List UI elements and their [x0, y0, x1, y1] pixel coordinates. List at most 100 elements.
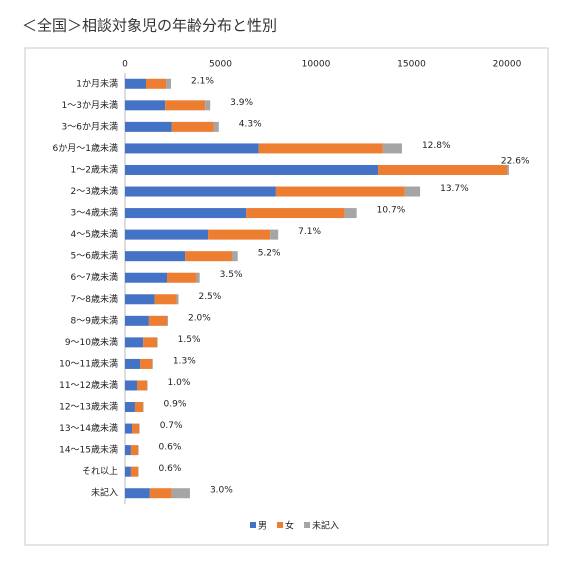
share-label: 4.3%	[239, 119, 262, 129]
bar-segment	[157, 337, 158, 348]
bar-segment	[130, 445, 138, 456]
legend-label: 女	[285, 520, 294, 532]
x-tick-label: 0	[122, 60, 128, 70]
share-label: 2.5%	[198, 292, 221, 302]
bar-segment	[125, 121, 172, 132]
bar-segment	[154, 294, 177, 305]
legend-swatch	[250, 522, 256, 528]
x-tick-label: 10000	[302, 60, 331, 70]
y-tick-label: 未記入	[91, 487, 118, 499]
y-tick-label: 1～3か月未満	[62, 99, 118, 111]
bar-segment	[167, 315, 168, 326]
legend-swatch	[277, 522, 284, 528]
y-tick-label: それ以上	[82, 466, 118, 477]
share-label: 0.7%	[160, 421, 183, 431]
share-label: 10.7%	[377, 206, 406, 216]
y-tick-label: 8～9歳未満	[71, 314, 118, 326]
share-label: 1.5%	[178, 335, 201, 345]
x-tick-label: 5000	[209, 60, 232, 70]
bar-segment	[171, 121, 214, 132]
y-tick-label: 2～3歳未満	[71, 185, 118, 197]
bar-segment	[149, 488, 172, 499]
share-label: 2.0%	[188, 313, 211, 323]
x-tick-label: 20000	[493, 60, 522, 70]
bar-segment	[208, 229, 271, 240]
bar-segment	[125, 164, 379, 175]
share-label: 3.0%	[210, 486, 233, 496]
share-label: 13.7%	[440, 184, 469, 194]
bar-segment	[132, 423, 140, 434]
bar-segment	[171, 488, 190, 499]
bar-segment	[125, 143, 259, 154]
share-label: 1.0%	[168, 378, 191, 388]
y-tick-label: 3～6か月未満	[62, 120, 118, 132]
share-label: 7.1%	[298, 227, 321, 237]
bar-segment	[125, 78, 147, 89]
legend-label: 男	[258, 521, 267, 532]
bar-segment	[125, 186, 276, 197]
y-tick-label: 1か月未満	[76, 77, 118, 89]
bar-segment	[196, 272, 200, 283]
bar-segment	[125, 466, 131, 477]
bar-segment	[246, 208, 345, 219]
bar-segment	[167, 272, 197, 283]
share-label: 2.1%	[191, 76, 214, 86]
bar-segment	[125, 294, 155, 305]
bar-segment	[137, 445, 139, 456]
y-tick-label: 5～6歳未満	[71, 250, 118, 262]
share-label: 0.9%	[164, 400, 187, 410]
y-tick-label: 6か月～1歳未満	[53, 142, 118, 154]
share-label: 0.6%	[159, 464, 182, 474]
bar-segment	[125, 208, 247, 219]
bar-segment	[176, 294, 179, 305]
bar-segment	[166, 78, 172, 89]
bar-segment	[507, 164, 509, 175]
y-tick-label: 7～8歳未満	[71, 293, 118, 305]
bar-segment	[125, 229, 209, 240]
bar-segment	[205, 100, 211, 111]
y-tick-label: 11～12歳未満	[59, 379, 118, 391]
bar-segment	[231, 251, 238, 262]
y-tick-label: 14～15歳未満	[59, 444, 118, 456]
share-label: 3.5%	[220, 270, 243, 280]
chart-title: ＜全国＞相談対象児の年齢分布と性別	[22, 17, 277, 35]
legend-swatch	[304, 522, 311, 528]
y-tick-label: 10～11歳未満	[59, 357, 118, 369]
bar-segment	[137, 380, 147, 391]
bar-segment	[152, 358, 153, 369]
y-tick-label: 4～5歳未満	[71, 228, 118, 240]
bar-segment	[146, 78, 167, 89]
y-tick-label: 1～2歳未満	[71, 163, 118, 175]
bar-segment	[125, 445, 131, 456]
bar-segment	[125, 100, 166, 111]
bar-segment	[378, 164, 507, 175]
bar-segment	[185, 251, 232, 262]
bar-segment	[404, 186, 421, 197]
bar-segment	[140, 358, 153, 369]
bar-segment	[125, 251, 186, 262]
bar-segment	[125, 488, 150, 499]
bar-segment	[213, 121, 219, 132]
bar-segment	[146, 380, 148, 391]
bar-segment	[270, 229, 279, 240]
bar-segment	[139, 423, 140, 434]
bar-segment	[137, 466, 139, 477]
legend-label: 未記入	[312, 520, 339, 532]
chart-frame	[24, 47, 549, 546]
bar-segment	[134, 402, 143, 413]
bar-segment	[125, 423, 133, 434]
share-label: 3.9%	[230, 98, 253, 108]
x-tick-label: 15000	[397, 60, 426, 70]
share-label: 0.6%	[159, 443, 182, 453]
bar-segment	[125, 358, 141, 369]
y-tick-label: 13～14歳未満	[59, 422, 118, 434]
bar-segment	[143, 337, 158, 348]
bar-segment	[344, 208, 357, 219]
bar-segment	[125, 402, 135, 413]
y-tick-label: 3～4歳未満	[71, 207, 118, 219]
bar-segment	[130, 466, 138, 477]
bar-segment	[258, 143, 383, 154]
share-label: 1.3%	[173, 356, 196, 366]
share-label: 5.2%	[258, 249, 281, 259]
